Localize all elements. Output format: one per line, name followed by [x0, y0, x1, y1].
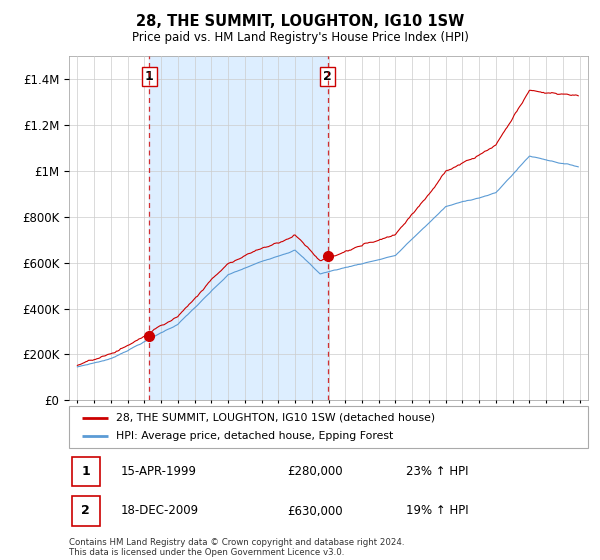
Text: 23% ↑ HPI: 23% ↑ HPI: [406, 465, 469, 478]
Text: Contains HM Land Registry data © Crown copyright and database right 2024.
This d: Contains HM Land Registry data © Crown c…: [69, 538, 404, 557]
Text: 28, THE SUMMIT, LOUGHTON, IG10 1SW: 28, THE SUMMIT, LOUGHTON, IG10 1SW: [136, 14, 464, 29]
Text: Price paid vs. HM Land Registry's House Price Index (HPI): Price paid vs. HM Land Registry's House …: [131, 31, 469, 44]
Text: 2: 2: [323, 70, 332, 83]
Text: 2: 2: [81, 505, 90, 517]
Bar: [71, 456, 100, 486]
Text: 1: 1: [81, 465, 90, 478]
Text: 18-DEC-2009: 18-DEC-2009: [121, 505, 199, 517]
Bar: [71, 496, 100, 525]
Text: £280,000: £280,000: [287, 465, 343, 478]
Text: HPI: Average price, detached house, Epping Forest: HPI: Average price, detached house, Eppi…: [116, 431, 393, 441]
Bar: [149, 56, 328, 400]
Text: 28, THE SUMMIT, LOUGHTON, IG10 1SW (detached house): 28, THE SUMMIT, LOUGHTON, IG10 1SW (deta…: [116, 413, 435, 423]
Text: 19% ↑ HPI: 19% ↑ HPI: [406, 505, 469, 517]
Text: 15-APR-1999: 15-APR-1999: [121, 465, 197, 478]
Text: 1: 1: [145, 70, 154, 83]
Text: £630,000: £630,000: [287, 505, 343, 517]
